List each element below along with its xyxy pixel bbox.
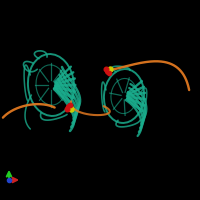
Point	[68, 103, 72, 107]
Point	[105, 68, 108, 71]
Point	[108, 68, 111, 71]
Point	[106, 70, 110, 73]
Point	[65, 107, 69, 111]
Point	[107, 72, 110, 75]
Point	[69, 108, 73, 111]
Point	[67, 106, 71, 109]
